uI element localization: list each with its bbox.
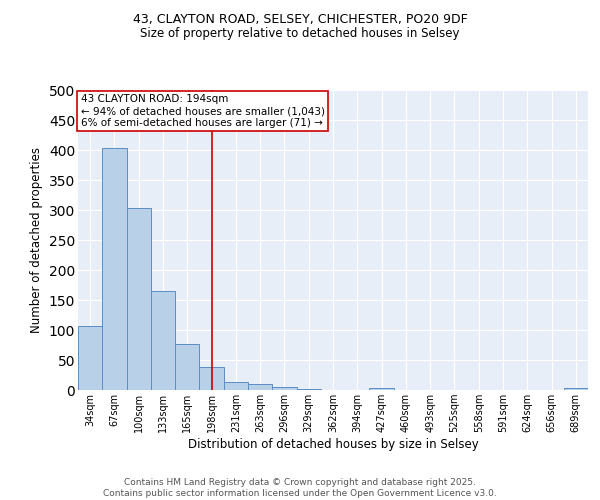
Bar: [272, 387, 296, 390]
Bar: [564, 388, 588, 390]
Bar: [370, 388, 394, 390]
Text: 43, CLAYTON ROAD, SELSEY, CHICHESTER, PO20 9DF: 43, CLAYTON ROAD, SELSEY, CHICHESTER, PO…: [133, 12, 467, 26]
Bar: [248, 384, 272, 390]
Text: Size of property relative to detached houses in Selsey: Size of property relative to detached ho…: [140, 28, 460, 40]
Bar: [224, 382, 248, 390]
Text: 43 CLAYTON ROAD: 194sqm
← 94% of detached houses are smaller (1,043)
6% of semi-: 43 CLAYTON ROAD: 194sqm ← 94% of detache…: [80, 94, 325, 128]
Bar: [102, 148, 127, 390]
Bar: [78, 326, 102, 390]
Bar: [127, 208, 151, 390]
Bar: [175, 344, 199, 390]
Y-axis label: Number of detached properties: Number of detached properties: [30, 147, 43, 333]
Bar: [199, 367, 224, 390]
Bar: [296, 389, 321, 390]
Text: Contains HM Land Registry data © Crown copyright and database right 2025.
Contai: Contains HM Land Registry data © Crown c…: [103, 478, 497, 498]
X-axis label: Distribution of detached houses by size in Selsey: Distribution of detached houses by size …: [188, 438, 478, 451]
Bar: [151, 291, 175, 390]
